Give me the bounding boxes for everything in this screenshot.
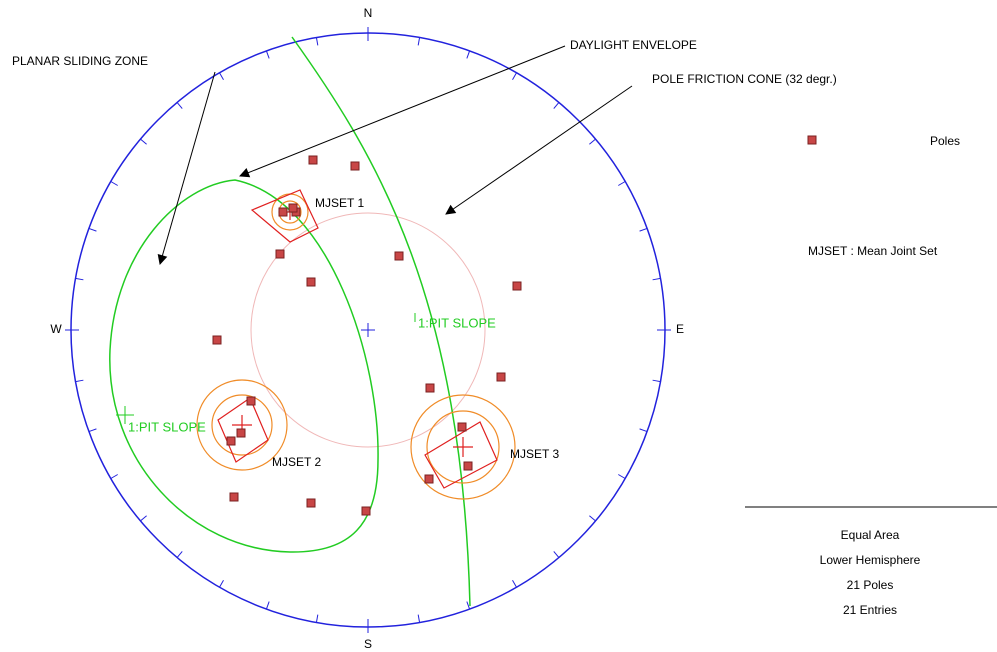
net-tick — [75, 379, 84, 383]
set-crosses — [232, 204, 473, 457]
daylight-envelope — [109, 179, 379, 553]
slope-label: 1:PIT SLOPE — [128, 419, 206, 434]
pole — [496, 372, 506, 382]
net-tick — [512, 580, 517, 588]
east-label: E — [676, 322, 684, 336]
pole — [275, 249, 285, 259]
net-tick — [652, 379, 661, 383]
net-tick — [88, 227, 97, 232]
net-tick — [466, 601, 471, 610]
south-label: S — [364, 637, 372, 651]
net-tick — [176, 102, 183, 109]
net-tick — [265, 601, 270, 610]
annotation: PLANAR SLIDING ZONE — [12, 54, 148, 68]
set-label: MJSET 2 — [272, 455, 321, 469]
info-line: Equal Area — [841, 528, 900, 542]
pole — [236, 428, 246, 438]
slope-label: 1:PIT SLOPE — [418, 315, 496, 330]
net-tick — [140, 138, 147, 145]
net-tick — [219, 72, 224, 80]
net-tick — [553, 102, 560, 109]
net-tick — [75, 277, 84, 281]
net-tick — [315, 37, 319, 46]
info-line: Lower Hemisphere — [820, 553, 921, 567]
net-tick — [140, 515, 147, 522]
net-tick — [639, 428, 648, 433]
pole — [350, 161, 360, 171]
pole — [246, 396, 256, 406]
net-tick — [110, 474, 118, 479]
net-tick — [589, 138, 596, 145]
pole — [463, 461, 473, 471]
legend-pole — [807, 135, 817, 145]
slope-great-circle — [291, 36, 471, 607]
net-tick — [265, 50, 270, 59]
net-tick — [219, 580, 224, 588]
net-tick — [110, 181, 118, 186]
set-polygons — [217, 189, 498, 489]
pole — [512, 281, 522, 291]
pole — [212, 335, 222, 345]
annotation: POLE FRICTION CONE (32 degr.) — [652, 72, 837, 86]
slope-cross — [116, 313, 416, 424]
arrows — [157, 45, 633, 265]
pole — [308, 155, 318, 165]
north-label: N — [364, 6, 373, 20]
pole — [306, 498, 316, 508]
net-tick — [618, 181, 626, 186]
pole — [424, 474, 434, 484]
net-tick — [417, 614, 421, 623]
set-label: MJSET 3 — [510, 447, 559, 461]
net-tick — [553, 551, 560, 558]
info-line: 21 Poles — [847, 578, 894, 592]
pole — [306, 277, 316, 287]
net-tick — [512, 72, 517, 80]
net-tick — [652, 277, 661, 281]
pole — [425, 383, 435, 393]
annotation: DAYLIGHT ENVELOPE — [570, 38, 697, 52]
west-label: W — [50, 322, 62, 336]
pole — [361, 506, 371, 516]
pole — [457, 422, 467, 432]
set-label: MJSET 1 — [315, 196, 364, 210]
net-tick — [639, 227, 648, 232]
info-line: 21 Entries — [843, 603, 897, 617]
net-tick — [589, 515, 596, 522]
pole — [288, 203, 298, 213]
pole — [394, 251, 404, 261]
friction-cone — [250, 212, 486, 448]
center-cross — [361, 323, 375, 337]
net-tick — [618, 474, 626, 479]
net-tick — [315, 614, 319, 623]
pole — [229, 492, 239, 502]
pole — [226, 436, 236, 446]
primitive-circle — [70, 32, 666, 628]
net-tick — [88, 428, 97, 433]
pole — [278, 207, 288, 217]
net-tick — [466, 50, 471, 59]
net-tick — [417, 37, 421, 46]
net-ticks — [65, 27, 671, 633]
legend-label: MJSET : Mean Joint Set — [808, 244, 938, 258]
net-tick — [176, 551, 183, 558]
legend-label: Poles — [930, 134, 960, 148]
poles — [212, 155, 522, 516]
set-cones — [196, 193, 516, 500]
